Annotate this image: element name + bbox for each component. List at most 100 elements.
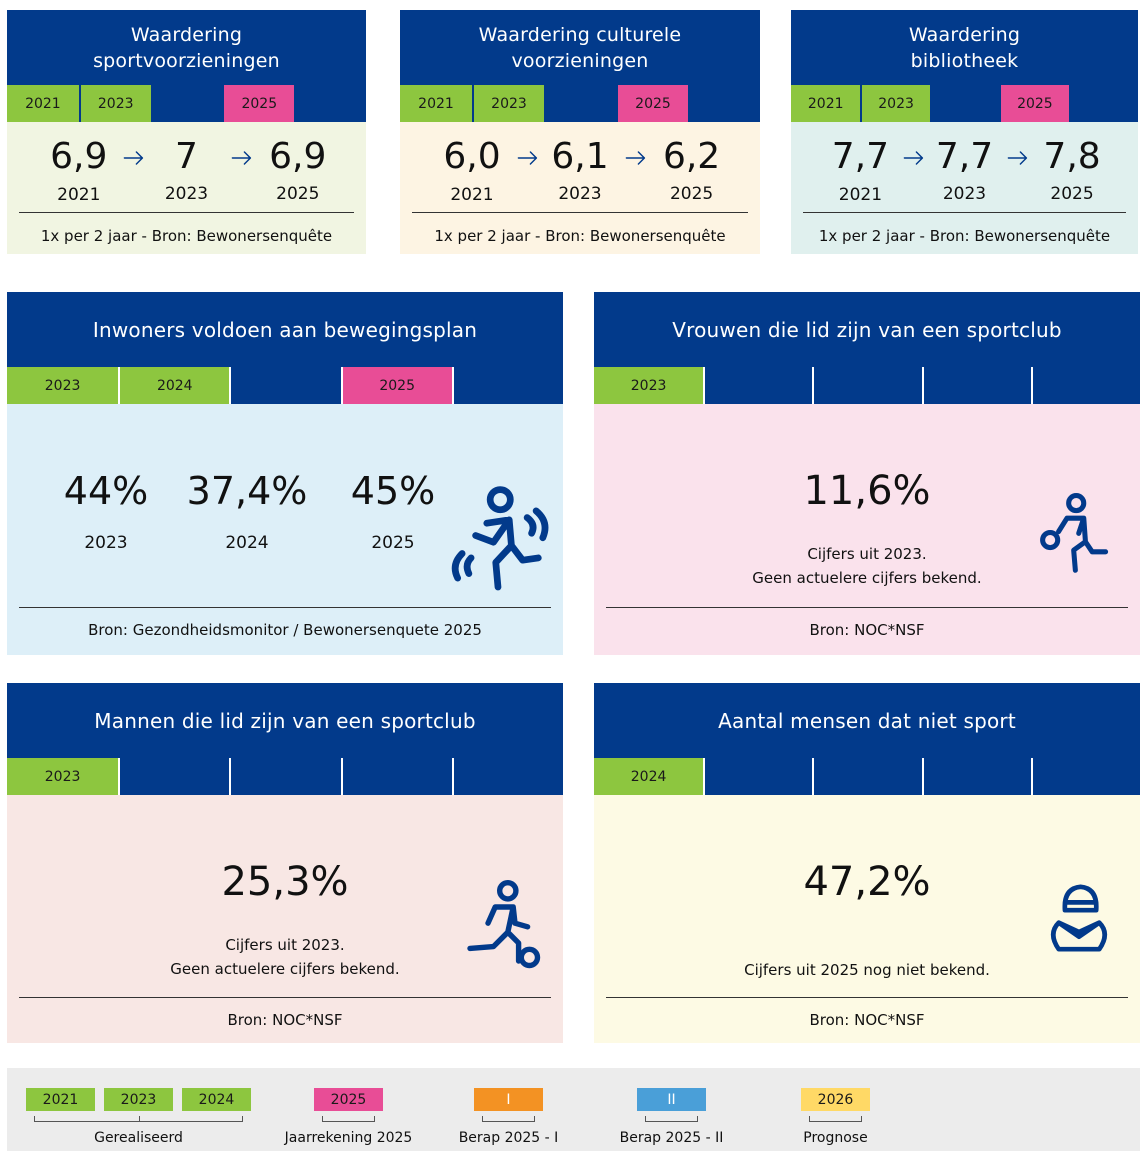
source: 1x per 2 jaar - Bron: Bewonersenquête [818,227,1111,245]
card-header: Aantal mensen dat niet sport [594,683,1140,758]
tab-slot [118,758,230,795]
icon [451,486,549,591]
tab-slot [1030,367,1140,404]
tab-slot [812,367,922,404]
card-title: Waardering [130,23,243,46]
legend-tab: 2025 [314,1088,383,1111]
card-title: Vrouwen die lid zijn van een sportclub [672,317,1062,342]
legend-label: Prognose [803,1130,868,1146]
card-header: Waardering bibliotheek [791,10,1138,85]
card-title: Mannen die lid zijn van een sportclub [94,708,476,733]
value: 11,6% [803,468,931,514]
tab: 2023 [7,367,119,404]
tab-slot [703,367,813,404]
card-body [7,795,563,1043]
year: 2025 [371,533,415,553]
bracket-tick [138,1116,140,1122]
rule [19,607,551,608]
legend-label: Berap 2025 - II [619,1130,724,1146]
legend-label: Jaarrekening 2025 [284,1130,413,1146]
tab: 2023 [862,85,930,122]
tab: 2021 [791,85,861,122]
tab-slot [340,758,452,795]
rule [412,212,748,213]
card-header: Mannen die lid zijn van een sportclub [7,683,563,758]
tab-slot [812,758,922,795]
year: 2023 [84,533,128,553]
value: 6,0 [443,136,501,177]
bracket [482,1116,535,1122]
tab-slot [703,758,813,795]
value: 6,1 [551,136,609,177]
tab-slot [921,758,1031,795]
arrow [625,151,645,165]
arrow [124,151,144,165]
bracket [645,1116,698,1122]
icon [1050,884,1108,952]
card-title: sportvoorzieningen [93,49,280,72]
tab-slot [451,758,563,795]
tab: 2023 [80,85,151,122]
tab-slot [1030,758,1140,795]
tab-slot [451,367,563,404]
rule [606,997,1128,998]
icon [1040,493,1109,573]
value: 25,3% [221,859,349,905]
card-body [594,795,1140,1043]
card-title: Aantal mensen dat niet sport [718,708,1016,733]
tab: 2023 [7,758,119,795]
card-body [7,122,366,254]
year: 2024 [225,533,269,553]
value: 6,9 [269,136,327,177]
card-header: Inwoners voldoen aan bewegingsplan [7,292,563,367]
card-title: Waardering [908,23,1021,46]
tab: 2025 [618,85,688,122]
year: 2021 [57,185,101,205]
card-title: Waardering culturele [478,23,682,46]
value: 7,7 [935,136,994,177]
note: Geen actuelere cijfers bekend. [752,569,982,587]
card-body [7,404,563,655]
tab: 2024 [120,367,230,404]
rule [19,212,354,213]
value: 47,2% [803,859,931,905]
tab: 2024 [594,758,704,795]
year: 2021 [450,185,494,205]
year: 2025 [276,184,320,204]
tab-slot [921,367,1031,404]
tab: 2021 [7,85,79,122]
legend-tab: 2024 [182,1088,251,1111]
card-header: Waardering sportvoorzieningen [7,10,366,85]
rule [803,212,1126,213]
card-body [791,122,1138,254]
legend-label: Gerealiseerd [94,1130,183,1146]
arrow [1007,151,1028,165]
year: 2023 [942,184,987,204]
source: 1x per 2 jaar - Bron: Bewonersenquête [40,227,333,245]
note: Cijfers uit 2023. [807,545,927,563]
year: 2025 [1050,184,1094,204]
arrow [231,151,252,165]
tab: 2025 [224,85,295,122]
tab: 2021 [400,85,472,122]
value: 44% [63,469,149,513]
value: 45% [350,469,436,513]
card-body [400,122,760,254]
value: 7,8 [1043,136,1101,177]
value: 37,4% [186,469,308,513]
note: Geen actuelere cijfers bekend. [170,960,400,978]
legend-tab: 2023 [104,1088,173,1111]
source: 1x per 2 jaar - Bron: Bewonersenquête [434,227,726,245]
tab: 2025 [1001,85,1069,122]
legend-tab: 2026 [801,1088,870,1111]
year: 2023 [164,184,209,204]
card-body [594,404,1140,655]
tab: 2025 [342,367,452,404]
bracket [809,1116,862,1122]
card-header: Waardering culturele voorzieningen [400,10,760,85]
rule [19,997,551,998]
value: 7 [175,136,198,177]
arrow [903,151,924,165]
tab: 2023 [594,367,704,404]
